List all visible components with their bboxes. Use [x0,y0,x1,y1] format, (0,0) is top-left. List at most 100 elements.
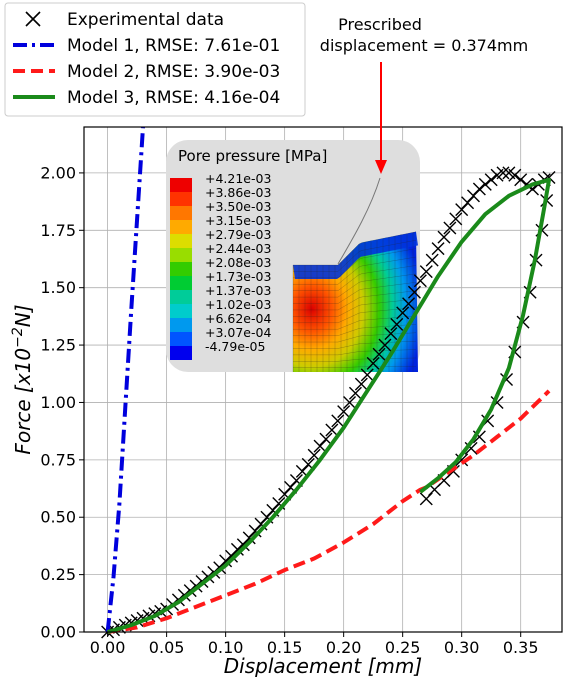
indenter-guide-line [337,177,381,265]
data-point-marker [496,166,510,180]
y-tick-label: 1.00 [40,393,76,412]
data-point-marker [372,347,386,361]
colorbar-label: +3.07e-04 [205,325,271,340]
colorbar-swatch [170,178,192,192]
x-tick-label: 0.05 [149,638,185,657]
colorbar-swatch [170,304,192,318]
y-tick-label: 1.50 [40,278,76,297]
data-point-marker [413,274,427,288]
x-axis-label: Displacement [mm] [224,654,422,678]
legend-marker [25,11,41,27]
data-point-marker [419,265,433,279]
data-point-marker [402,297,416,311]
y-tick-label: 0.75 [40,450,76,469]
x-tick-label: 0.15 [267,638,303,657]
inset-title: Pore pressure [MPa] [178,147,327,165]
series-model-1 [105,126,146,633]
data-point-marker [514,173,528,187]
y-tick-label: 0.50 [40,508,76,527]
x-tick-label: 0.20 [326,638,362,657]
x-tick-label: 0.30 [444,638,480,657]
data-point-marker [366,356,380,370]
data-point-marker [443,221,457,235]
colorbar-swatch [170,220,192,234]
y-axis-label: Force [x10−2N] [10,304,35,454]
colorbar-label: +2.44e-03 [205,241,271,256]
data-point-marker [325,423,339,437]
colorbar-label: +3.86e-03 [205,185,271,200]
data-point-marker [360,368,374,382]
legend: Experimental data Model 1, RMSE: 7.61e-01… [4,2,306,117]
colorbar-label: +3.15e-03 [205,213,271,228]
data-point-marker [390,317,404,331]
colorbar-label: +1.73e-03 [205,269,271,284]
legend-box [4,2,306,117]
legend-entry: Model 3, RMSE: 4.16e-04 [13,88,280,108]
colorbar-label: +2.08e-03 [205,255,271,270]
data-point-marker [437,230,451,244]
legend-label: Model 3, RMSE: 4.16e-04 [67,88,280,108]
mesh-top-layer [293,231,418,279]
legend-label: Experimental data [67,10,224,30]
colorbar-swatch [170,206,192,220]
legend-label: Model 2, RMSE: 3.90e-03 [67,62,280,82]
data-point-marker [384,327,398,341]
data-point-marker [425,253,439,267]
data-point-marker [230,542,244,556]
data-point-marker [407,285,421,299]
x-tick-label: 0.35 [503,638,539,657]
data-point-marker [508,168,522,182]
colorbar-swatch [170,276,192,290]
data-point-marker [219,554,233,568]
colorbar-label: -4.79e-05 [205,339,265,354]
colorbar-swatch [170,192,192,206]
colorbar-swatch [170,332,192,346]
series-model-2 [107,389,551,634]
legend-label: Model 1, RMSE: 7.61e-01 [67,36,280,56]
data-point-marker [478,177,492,191]
data-point-marker [449,212,463,226]
prescribed-displacement-annotation: Prescribed displacement = 0.374mm [320,15,528,174]
y-tick-label: 0.00 [40,623,76,642]
colorbar-label: +1.02e-03 [205,297,271,312]
legend-entry: Model 2, RMSE: 3.90e-03 [13,62,280,82]
data-point-marker [484,173,498,187]
annotation-arrow-head [375,160,387,174]
y-tick-label: 1.25 [40,336,76,355]
y-tick-label: 1.75 [40,221,76,240]
colorbar-label: +4.21e-03 [205,171,271,186]
annotation-line-1: Prescribed [338,15,422,34]
data-point-marker [343,395,357,409]
series-model-3 [107,177,552,634]
legend-entry: Model 1, RMSE: 7.61e-01 [13,36,280,56]
data-point-marker [348,386,362,400]
colorbar-swatch [170,346,192,360]
annotation-line-2: displacement = 0.374mm [320,36,528,55]
data-point-marker [354,377,368,391]
data-point-marker [419,492,433,506]
colorbar-swatch [170,248,192,262]
data-point-marker [431,242,445,256]
y-tick-label: 0.25 [40,565,76,584]
tick-labels: 0.00 0.05 0.10 0.15 0.20 0.25 0.30 0.35 0.00 0.25… [40,163,538,657]
y-tick-label: 2.00 [40,163,76,182]
data-point-marker [455,453,469,467]
data-point-marker [331,414,345,428]
axes-frame [83,126,563,633]
x-tick-label: 0.00 [90,638,126,657]
data-point-marker [378,338,392,352]
data-point-marker [396,306,410,320]
colorbar-swatch [170,290,192,304]
colorbar-label: +1.37e-03 [205,283,271,298]
pore-pressure-inset: Pore pressure [MPa]+4.21e-03+3.86e-03+3.… [166,140,420,372]
legend-entry: Experimental data [25,10,224,30]
colorbar-label: +6.62e-04 [205,311,271,326]
axes [83,126,563,633]
colorbar-swatch [170,318,192,332]
colorbar-label: +3.50e-03 [205,199,271,214]
colorbar-swatch [170,262,192,276]
colorbar-label: +2.79e-03 [205,227,271,242]
data-point-marker [472,182,486,196]
colorbar-swatch [170,234,192,248]
